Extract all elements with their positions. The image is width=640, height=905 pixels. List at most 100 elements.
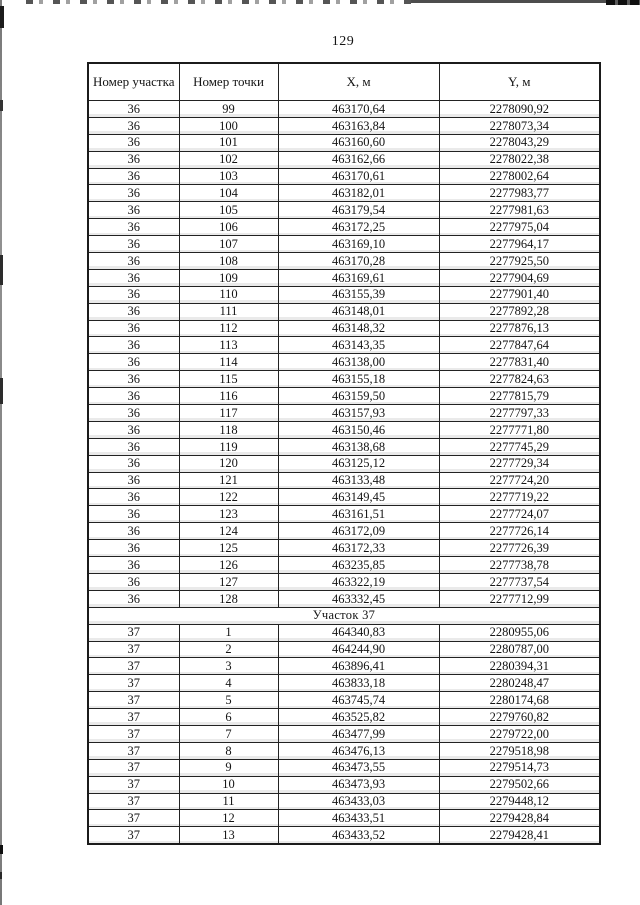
table-row: 37 7 463477,99 2279722,00 xyxy=(87,724,601,743)
point-number-cell: 101 xyxy=(178,133,279,152)
plot-number-cell: 36 xyxy=(87,505,180,524)
table-row: 36 106 463172,25 2277975,04 xyxy=(87,218,601,237)
point-number-cell: 100 xyxy=(178,116,279,135)
y-coordinate-cell: 2278002,64 xyxy=(438,167,601,186)
plot-number-cell: 36 xyxy=(87,370,180,389)
x-coordinate-cell: 463169,61 xyxy=(277,268,440,287)
y-coordinate-cell: 2279518,98 xyxy=(438,741,601,760)
scan-artifact xyxy=(0,872,2,879)
plot-number-cell: 37 xyxy=(87,708,180,726)
point-number-cell: 120 xyxy=(178,454,279,473)
table-row: 37 12 463433,51 2279428,84 xyxy=(87,809,601,828)
plot-number-cell: 36 xyxy=(87,285,180,304)
plot-number-cell: 36 xyxy=(87,218,180,237)
plot-number-cell: 37 xyxy=(87,657,180,676)
section-row: Участок 37 xyxy=(87,606,601,625)
plot-number-cell: 37 xyxy=(87,674,180,693)
x-coordinate-cell: 463133,48 xyxy=(277,471,440,490)
y-coordinate-cell: 2277831,40 xyxy=(438,353,601,372)
plot-number-cell: 37 xyxy=(87,640,180,659)
y-coordinate-cell: 2279428,84 xyxy=(438,809,601,828)
x-coordinate-cell: 463433,51 xyxy=(277,809,440,828)
y-coordinate-cell: 2277925,50 xyxy=(438,252,601,270)
point-number-cell: 111 xyxy=(178,302,279,321)
x-coordinate-cell: 463477,99 xyxy=(277,724,440,743)
x-coordinate-cell: 463162,66 xyxy=(277,150,440,169)
scan-noise-dashes xyxy=(26,0,412,4)
plot-number-cell: 37 xyxy=(87,775,180,794)
table-row: 36 124 463172,09 2277726,14 xyxy=(87,522,601,541)
plot-number-cell: 37 xyxy=(87,724,180,743)
scan-artifact xyxy=(0,100,3,111)
point-number-cell: 114 xyxy=(178,353,279,372)
point-number-cell: 121 xyxy=(178,471,279,490)
point-number-cell: 117 xyxy=(178,404,279,422)
y-coordinate-cell: 2280248,47 xyxy=(438,674,601,693)
plot-number-cell: 36 xyxy=(87,572,180,591)
point-number-cell: 127 xyxy=(178,572,279,591)
point-number-cell: 123 xyxy=(178,505,279,524)
plot-number-cell: 36 xyxy=(87,522,180,541)
point-number-cell: 1 xyxy=(178,623,279,642)
table-row: 36 118 463150,46 2277771,80 xyxy=(87,420,601,439)
table-row: 37 4 463833,18 2280248,47 xyxy=(87,674,601,693)
point-number-cell: 116 xyxy=(178,387,279,406)
x-coordinate-cell: 463138,00 xyxy=(277,353,440,372)
x-coordinate-cell: 463182,01 xyxy=(277,184,440,203)
table-row: 36 113 463143,35 2277847,64 xyxy=(87,336,601,355)
x-coordinate-cell: 463170,64 xyxy=(277,100,440,118)
x-coordinate-cell: 463163,84 xyxy=(277,116,440,135)
table-row: 36 122 463149,45 2277719,22 xyxy=(87,488,601,507)
point-number-cell: 13 xyxy=(178,826,279,845)
plot-number-cell: 37 xyxy=(87,809,180,828)
plot-number-cell: 36 xyxy=(87,387,180,406)
plot-number-cell: 36 xyxy=(87,133,180,152)
plot-number-cell: 36 xyxy=(87,235,180,254)
x-coordinate-cell: 463172,09 xyxy=(277,522,440,541)
plot-number-cell: 36 xyxy=(87,556,180,574)
x-coordinate-cell: 464340,83 xyxy=(277,623,440,642)
x-coordinate-cell: 463235,85 xyxy=(277,556,440,574)
y-coordinate-cell: 2277876,13 xyxy=(438,319,601,338)
y-coordinate-cell: 2277975,04 xyxy=(438,218,601,237)
point-number-cell: 108 xyxy=(178,252,279,270)
table-row: 37 2 464244,90 2280787,00 xyxy=(87,640,601,659)
scan-artifact xyxy=(0,255,3,285)
plot-number-cell: 36 xyxy=(87,302,180,321)
x-coordinate-cell: 463148,01 xyxy=(277,302,440,321)
plot-number-cell: 36 xyxy=(87,184,180,203)
plot-number-cell: 37 xyxy=(87,623,180,642)
x-coordinate-cell: 463745,74 xyxy=(277,691,440,710)
table-row: 36 109 463169,61 2277904,69 xyxy=(87,268,601,287)
plot-number-cell: 36 xyxy=(87,589,180,608)
point-number-cell: 2 xyxy=(178,640,279,659)
scan-artifact xyxy=(0,6,4,28)
x-coordinate-cell: 463525,82 xyxy=(277,708,440,726)
table-row: 36 115 463155,18 2277824,63 xyxy=(87,370,601,389)
coordinate-table: Номер участка Номер точки X, м Y, м 36 99… xyxy=(87,62,601,846)
table-row: 36 101 463160,60 2278043,29 xyxy=(87,133,601,152)
x-coordinate-cell: 463172,25 xyxy=(277,218,440,237)
point-number-cell: 9 xyxy=(178,758,279,777)
table-row: 36 121 463133,48 2277724,20 xyxy=(87,471,601,490)
y-coordinate-cell: 2277745,29 xyxy=(438,437,601,456)
x-coordinate-cell: 463148,32 xyxy=(277,319,440,338)
plot-number-cell: 36 xyxy=(87,268,180,287)
point-number-cell: 11 xyxy=(178,792,279,811)
table-row: 37 9 463473,55 2279514,73 xyxy=(87,758,601,777)
x-coordinate-cell: 463473,93 xyxy=(277,775,440,794)
table-row: 37 1 464340,83 2280955,06 xyxy=(87,623,601,642)
table-row: 36 119 463138,68 2277745,29 xyxy=(87,437,601,456)
plot-number-cell: 36 xyxy=(87,437,180,456)
point-number-cell: 104 xyxy=(178,184,279,203)
x-coordinate-cell: 463179,54 xyxy=(277,201,440,220)
y-coordinate-cell: 2279448,12 xyxy=(438,792,601,811)
plot-number-header: Номер участка xyxy=(87,62,180,101)
x-coordinate-cell: 463155,39 xyxy=(277,285,440,304)
x-coordinate-cell: 463169,10 xyxy=(277,235,440,254)
plot-number-cell: 36 xyxy=(87,252,180,270)
point-number-cell: 3 xyxy=(178,657,279,676)
x-coordinate-cell: 463157,93 xyxy=(277,404,440,422)
table-row: 36 116 463159,50 2277815,79 xyxy=(87,387,601,406)
